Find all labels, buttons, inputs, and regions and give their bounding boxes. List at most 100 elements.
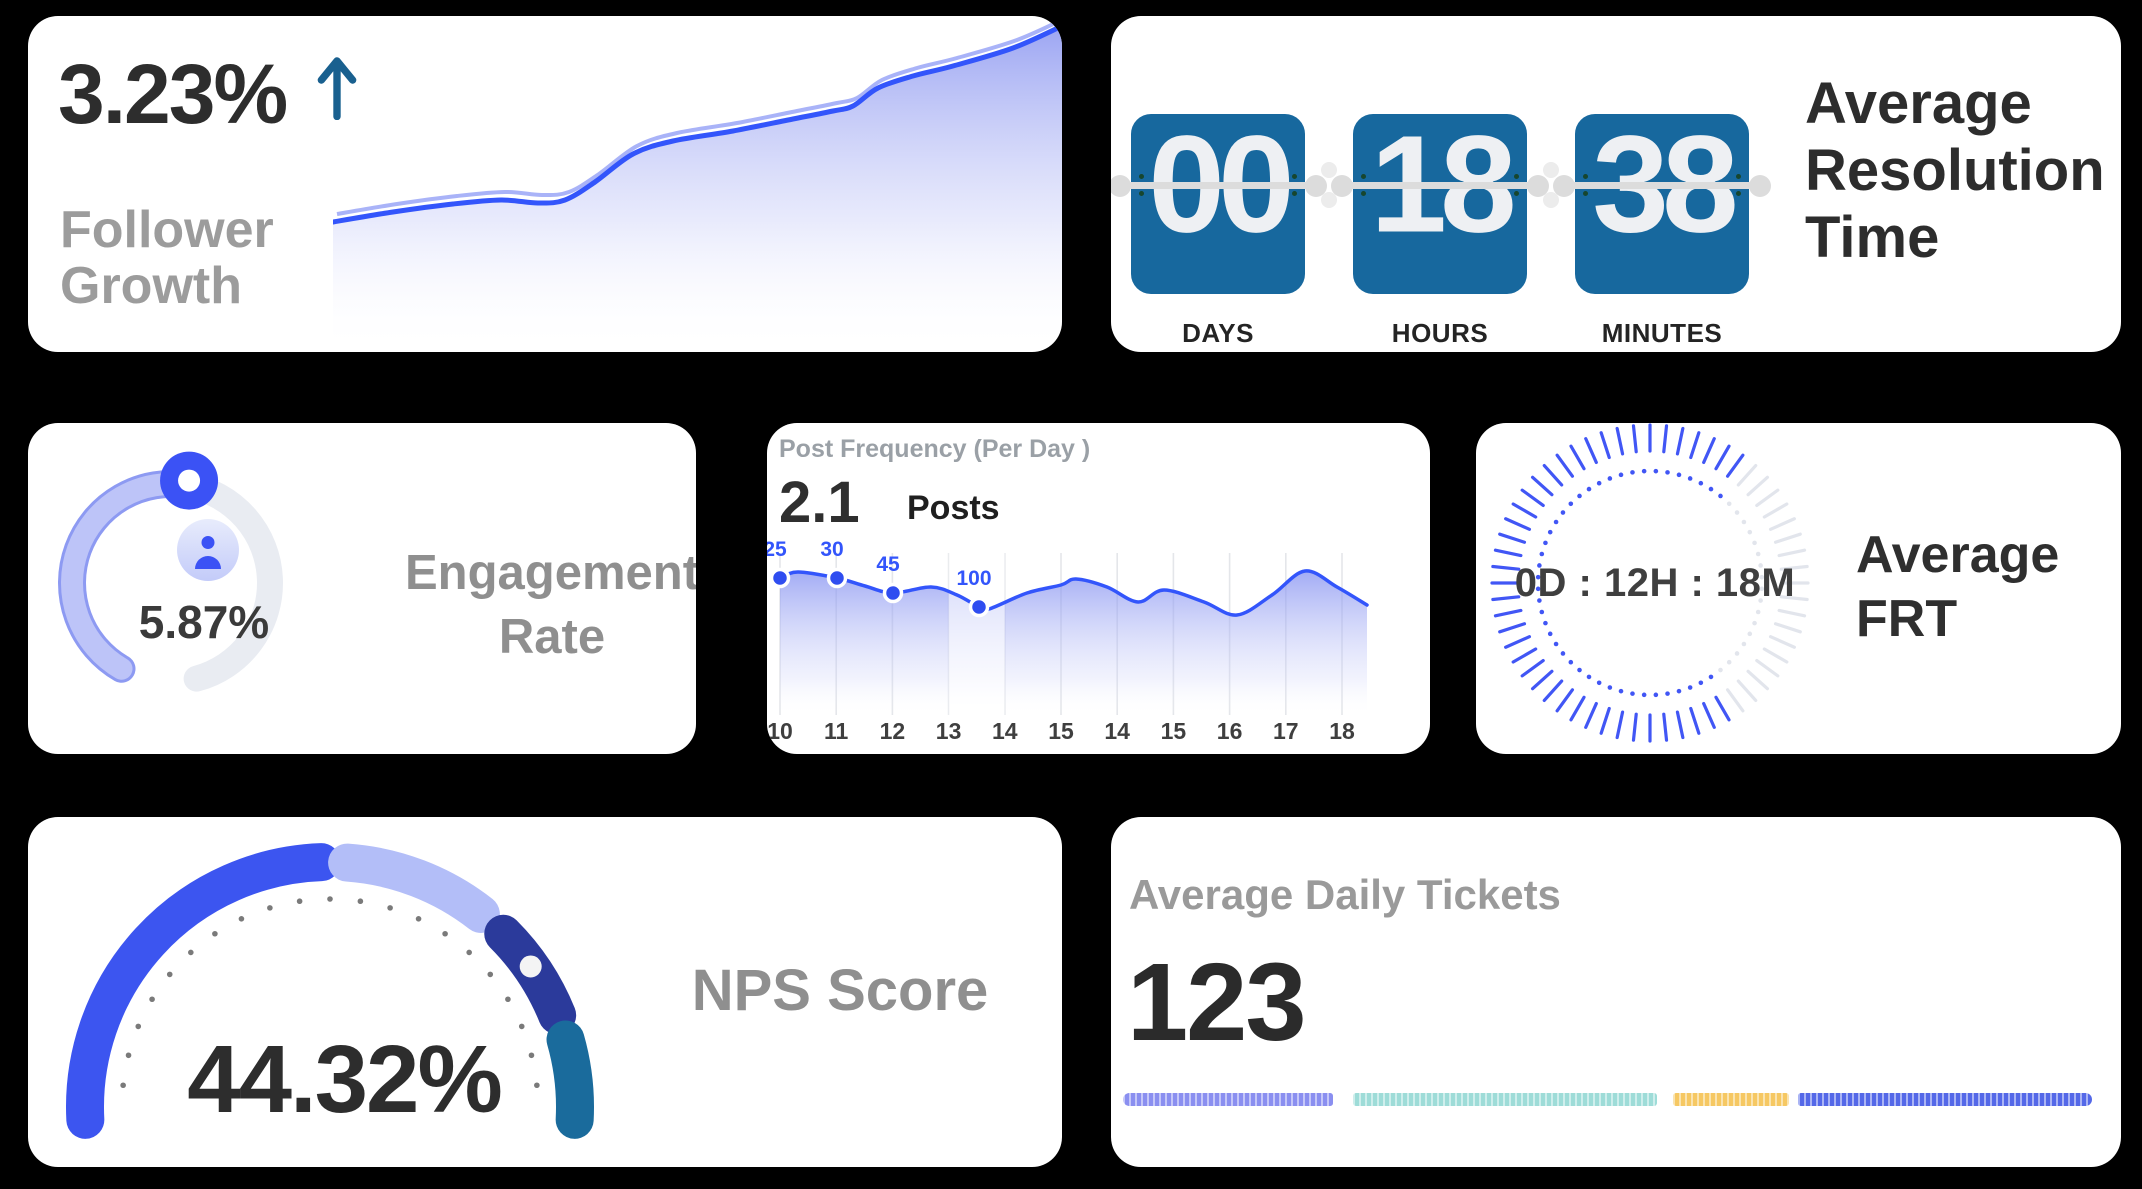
dial-dot — [1553, 641, 1559, 647]
dial-dot — [1535, 586, 1541, 592]
data-point — [882, 582, 904, 604]
follower-line-highlight — [336, 17, 1062, 216]
inner-dot — [166, 971, 173, 978]
dial-tick — [1491, 595, 1521, 602]
dial-tick — [1702, 437, 1716, 465]
dial-dot — [1596, 480, 1602, 486]
follower-area-fill — [333, 26, 1062, 352]
flip-unit-days: 00 DAYS — [1119, 108, 1317, 349]
dial-dot — [1758, 598, 1763, 603]
nps-gauge — [66, 843, 594, 1139]
flip-split-line — [1563, 182, 1761, 189]
dial-dot — [1653, 692, 1659, 698]
inner-dot — [120, 1082, 126, 1089]
frt-label-line2: FRT — [1856, 590, 1958, 648]
follower-growth-label: Follower Growth — [60, 202, 274, 314]
dial-tick — [1779, 595, 1809, 602]
x-tick-label: 17 — [1273, 718, 1299, 744]
dial-dot — [1676, 472, 1682, 478]
nps-segment-1 — [66, 843, 341, 1139]
gauge-track — [175, 472, 283, 692]
dial-tick — [1584, 437, 1598, 465]
dial-dot — [1718, 493, 1723, 499]
nps-segment-2 — [328, 843, 500, 933]
daily-tickets-value: 123 — [1127, 941, 1307, 1064]
nps-label: NPS Score — [691, 958, 989, 1023]
flip-tile: 00 — [1119, 108, 1317, 294]
dial-dot — [1543, 620, 1548, 626]
dial-dot — [1665, 470, 1670, 475]
dial-dot — [1759, 574, 1765, 580]
dial-tick — [1615, 710, 1625, 740]
dial-dot — [1537, 563, 1542, 568]
engagement-gauge — [58, 451, 283, 692]
data-point — [968, 596, 990, 618]
dial-tick — [1768, 517, 1796, 531]
dial-tick — [1675, 710, 1685, 740]
inner-dot — [238, 915, 245, 922]
dial-dot — [1577, 667, 1582, 673]
inner-dot — [212, 930, 218, 937]
dial-dot — [1726, 659, 1732, 665]
dial-tick — [1491, 564, 1521, 571]
card-title: Average Resolution Time — [1805, 70, 2105, 271]
tickets-segment-bar — [1111, 1093, 2121, 1106]
dial-dot — [1665, 691, 1670, 696]
frt-value: 0D : 12H : 18M — [1514, 561, 1796, 605]
data-point — [769, 567, 791, 589]
dial-tick — [1746, 475, 1770, 497]
x-tick-label: 14 — [992, 718, 1018, 744]
dial-tick — [1662, 424, 1669, 454]
dial-dot — [1586, 674, 1592, 680]
dial-tick — [1768, 635, 1796, 649]
dial-dot — [1630, 470, 1635, 475]
hinge-dots — [1583, 174, 1588, 179]
inner-dot — [534, 1082, 540, 1089]
dial-dot — [1618, 688, 1624, 694]
x-tick-label: 16 — [1217, 718, 1243, 744]
dial-dot — [1547, 631, 1553, 637]
follower-growth-area-chart — [333, 17, 1062, 352]
dial-tick — [1779, 564, 1809, 571]
dial-tick — [1736, 679, 1758, 703]
inner-dot — [466, 949, 472, 956]
x-tick-label: 14 — [1104, 718, 1130, 744]
gauge-knob-hole — [178, 469, 201, 492]
nps-segment-4 — [546, 1020, 594, 1139]
inner-dot — [188, 949, 194, 956]
title-line1: Average — [1805, 71, 2032, 136]
dial-dot — [1618, 472, 1624, 478]
dial-dot — [1568, 501, 1574, 507]
dial-dot — [1698, 480, 1704, 486]
flip-split-line — [1341, 182, 1539, 189]
dial-dot — [1607, 685, 1613, 690]
dial-tick — [1569, 444, 1586, 471]
x-tick-label: 15 — [1048, 718, 1074, 744]
dial-tick — [1520, 658, 1545, 678]
dial-tick — [1555, 453, 1575, 478]
tickets-bar-segment-4 — [1798, 1093, 2092, 1106]
dial-tick — [1736, 463, 1758, 487]
hinge-dots — [1361, 174, 1366, 179]
dial-dot — [1539, 609, 1545, 615]
inner-dot — [442, 930, 448, 937]
title-line3: Time — [1805, 205, 1940, 270]
dial-tick — [1689, 706, 1701, 735]
daily-tickets-title: Average Daily Tickets — [1129, 871, 1561, 918]
dial-dot — [1560, 510, 1566, 515]
engagement-label-line1: Engagement — [404, 546, 696, 600]
dial-tick — [1584, 701, 1598, 729]
dial-tick — [1493, 548, 1523, 558]
dial-dot — [1755, 609, 1761, 615]
dial-dot — [1543, 540, 1548, 546]
engagement-label-line2: Rate — [498, 610, 606, 664]
dial-tick — [1542, 463, 1564, 487]
dial-tick — [1714, 444, 1731, 471]
x-axis-labels: 10 11 12 13 14 15 14 15 16 17 18 — [767, 718, 1355, 744]
dial-dot — [1653, 468, 1659, 474]
dial-dot — [1708, 486, 1714, 492]
dial-dot — [1752, 540, 1757, 546]
dial-tick — [1777, 608, 1807, 618]
dial-dot — [1687, 476, 1693, 481]
dial-tick — [1498, 622, 1527, 634]
